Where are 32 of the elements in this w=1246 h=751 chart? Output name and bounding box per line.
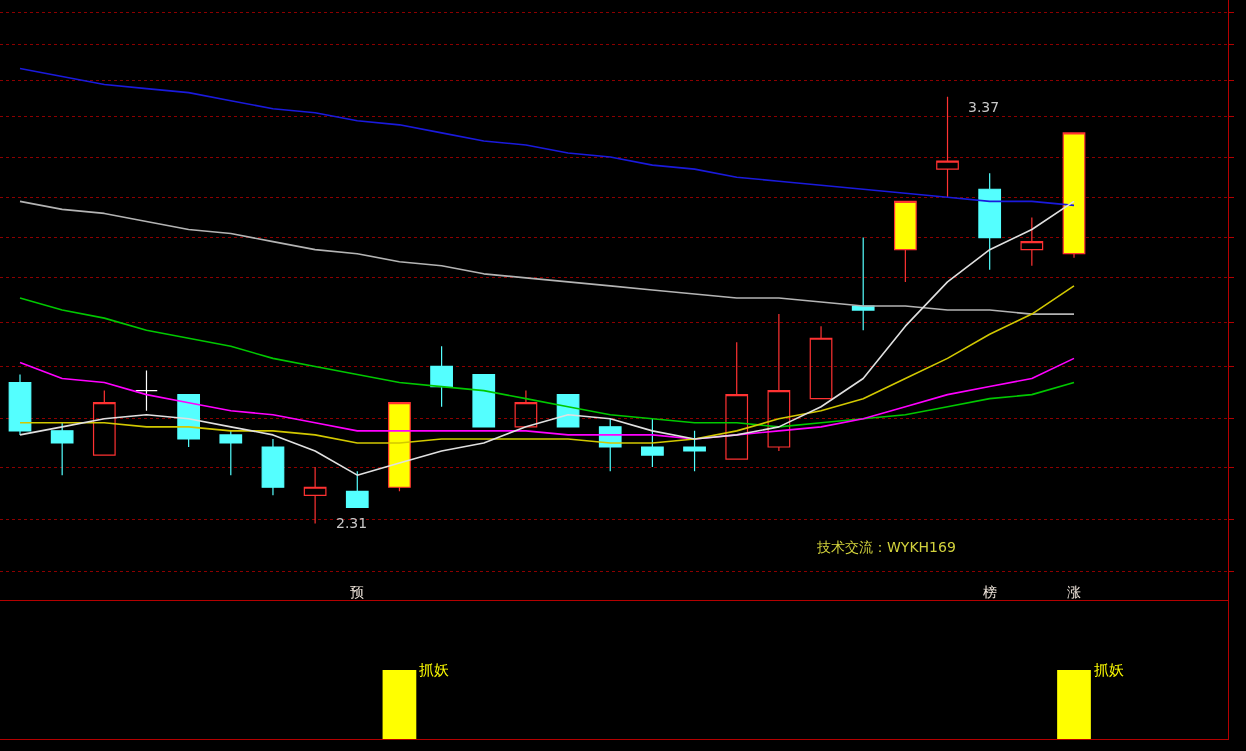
candlestick xyxy=(641,418,664,468)
annotation: 2.31 xyxy=(336,515,368,531)
candlestick xyxy=(472,373,496,428)
candlestick xyxy=(8,373,32,436)
candlestick xyxy=(936,96,959,198)
candlestick xyxy=(1020,216,1044,267)
annotation: 抓妖 xyxy=(1094,661,1124,679)
annotation: 技术交流：WYKH169 xyxy=(816,539,956,555)
candlestick xyxy=(978,172,1002,271)
annotation: 抓妖 xyxy=(419,661,449,679)
candlestick xyxy=(1062,132,1086,259)
annotation: 3.37 xyxy=(968,99,1000,115)
candlestick xyxy=(388,402,411,492)
x-tick-label: 预 xyxy=(350,584,365,600)
candlestick xyxy=(92,390,116,456)
candlestick xyxy=(556,394,580,428)
candlestick xyxy=(683,430,706,472)
candlestick xyxy=(135,369,158,412)
candlestick xyxy=(893,200,917,283)
candlestick xyxy=(261,438,285,496)
candlestick xyxy=(809,325,833,400)
candlestick xyxy=(345,470,369,508)
candlestick xyxy=(725,341,749,460)
candlestick xyxy=(767,313,791,452)
candlestick xyxy=(50,422,74,476)
candlestick xyxy=(430,345,453,408)
candlestick xyxy=(303,466,327,525)
candlestick xyxy=(851,236,875,331)
candlestick xyxy=(514,390,538,428)
x-tick-label: 榜 xyxy=(982,584,997,600)
candlestick xyxy=(219,430,243,476)
x-tick-label: 涨 xyxy=(1067,584,1081,600)
